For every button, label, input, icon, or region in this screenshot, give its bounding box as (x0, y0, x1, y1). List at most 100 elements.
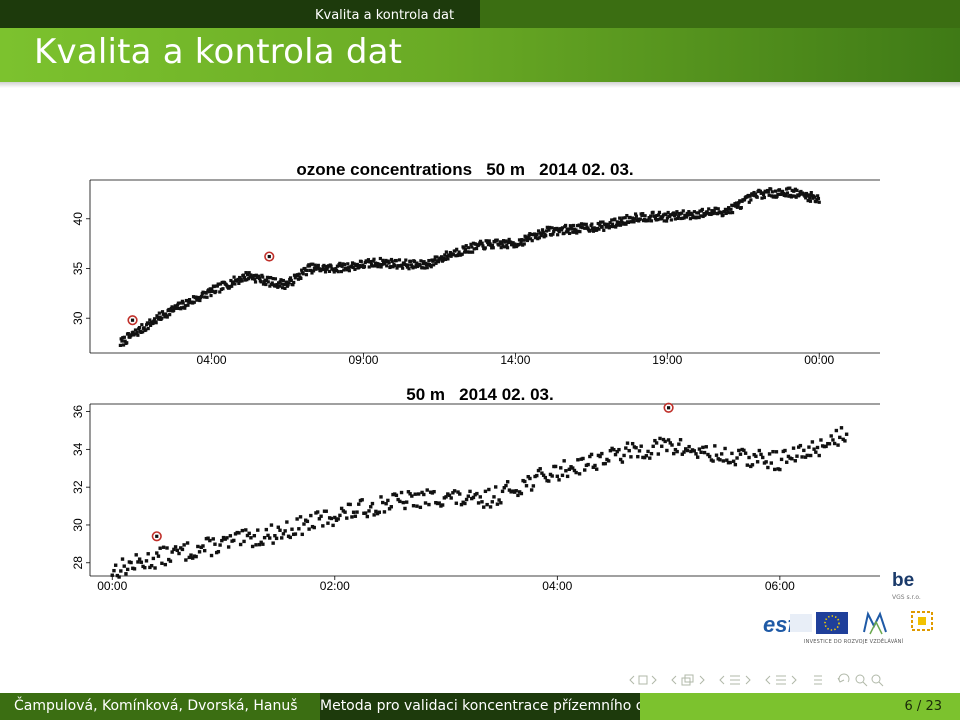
nav-next-document-icon[interactable] (791, 675, 797, 685)
data-point (112, 568, 116, 573)
page-number: 6 / 23 (904, 699, 942, 714)
data-point (260, 273, 264, 277)
data-point (250, 544, 255, 549)
data-point (596, 453, 601, 458)
data-point (844, 432, 849, 436)
data-point (571, 230, 575, 234)
data-point (804, 191, 809, 196)
data-point (288, 276, 293, 280)
nav-back-icon[interactable] (837, 673, 850, 683)
data-point (555, 226, 559, 231)
nav-search-icon[interactable] (855, 674, 868, 687)
nav-align-icon[interactable] (814, 675, 822, 685)
data-point (148, 565, 152, 570)
data-point (560, 228, 564, 232)
nav-section-icon[interactable] (730, 675, 740, 685)
data-point (406, 490, 411, 494)
data-point (697, 447, 702, 451)
data-point (613, 452, 618, 457)
data-point (205, 295, 209, 299)
data-point (535, 232, 539, 236)
data-point (808, 453, 813, 458)
data-point (497, 498, 501, 502)
data-point (570, 227, 574, 231)
data-point (588, 454, 592, 459)
data-point (802, 448, 806, 453)
funding-caption: INVESTICE DO ROZVOJE VZDĚLÁVÁNÍ (804, 639, 904, 645)
data-point (242, 276, 247, 280)
data-point (344, 266, 348, 270)
data-point (617, 220, 621, 225)
data-point (579, 457, 583, 461)
data-point (315, 510, 320, 514)
nav-next-frame-icon[interactable] (651, 675, 657, 685)
data-point (714, 453, 719, 457)
data-point (736, 204, 740, 208)
data-point (401, 500, 405, 505)
data-point (269, 275, 273, 280)
data-point (466, 494, 471, 498)
data-point (430, 491, 435, 495)
data-point (644, 454, 649, 458)
data-point (478, 495, 482, 499)
data-point (244, 528, 248, 532)
data-point (437, 258, 441, 262)
data-point (404, 258, 408, 262)
data-point (651, 444, 655, 449)
data-point (668, 441, 672, 445)
nav-prev-document-icon[interactable] (765, 675, 771, 685)
data-point (186, 303, 190, 307)
nav-next-subsection-icon[interactable] (699, 675, 705, 685)
nav-subsection-icon[interactable] (681, 674, 694, 686)
data-point (370, 264, 375, 268)
data-point (131, 566, 135, 570)
data-point (517, 238, 522, 242)
data-point (181, 301, 185, 305)
data-point (700, 207, 704, 212)
nav-prev-frame-icon[interactable] (629, 675, 635, 685)
nav-zoom-icon[interactable] (871, 674, 884, 687)
beamer-navigation[interactable] (628, 672, 958, 688)
nav-prev-section-icon[interactable] (719, 675, 725, 685)
footer-authors[interactable]: Čampulová, Komínková, Dvorská, Hanuš (0, 693, 320, 720)
data-point (319, 514, 323, 518)
data-point (697, 215, 701, 220)
data-point (504, 239, 508, 243)
data-point (346, 262, 350, 266)
data-point (810, 440, 815, 444)
data-point (657, 213, 661, 217)
data-point (478, 239, 483, 243)
nav-next-section-icon[interactable] (745, 675, 751, 685)
data-point (762, 195, 766, 200)
data-point (640, 213, 644, 218)
data-point (264, 527, 269, 532)
data-point (307, 527, 311, 531)
section-label[interactable]: Kvalita a kontrola dat (315, 8, 455, 23)
data-point (126, 332, 130, 336)
nav-prev-subsection-icon[interactable] (671, 675, 677, 685)
data-point (389, 265, 393, 269)
data-point (602, 228, 606, 232)
data-point (455, 247, 459, 251)
data-point (660, 444, 664, 448)
data-point (797, 193, 801, 197)
data-point (648, 216, 652, 220)
nav-frame-icon[interactable] (638, 675, 648, 685)
data-point (451, 491, 455, 495)
data-point (120, 557, 125, 561)
footer-talk-title[interactable]: Metoda pro validaci koncentrace přízemní… (320, 693, 640, 720)
nav-document-icon[interactable] (776, 675, 786, 685)
data-point (172, 547, 176, 552)
data-point (536, 229, 541, 233)
data-point (458, 492, 462, 496)
data-point (299, 276, 303, 280)
data-point (376, 265, 380, 269)
data-point (175, 548, 179, 553)
data-point (338, 261, 342, 265)
data-point (212, 284, 216, 289)
data-point (526, 236, 530, 240)
data-point (211, 537, 215, 541)
data-point (157, 311, 161, 315)
data-point (432, 258, 437, 262)
data-point (838, 435, 842, 440)
